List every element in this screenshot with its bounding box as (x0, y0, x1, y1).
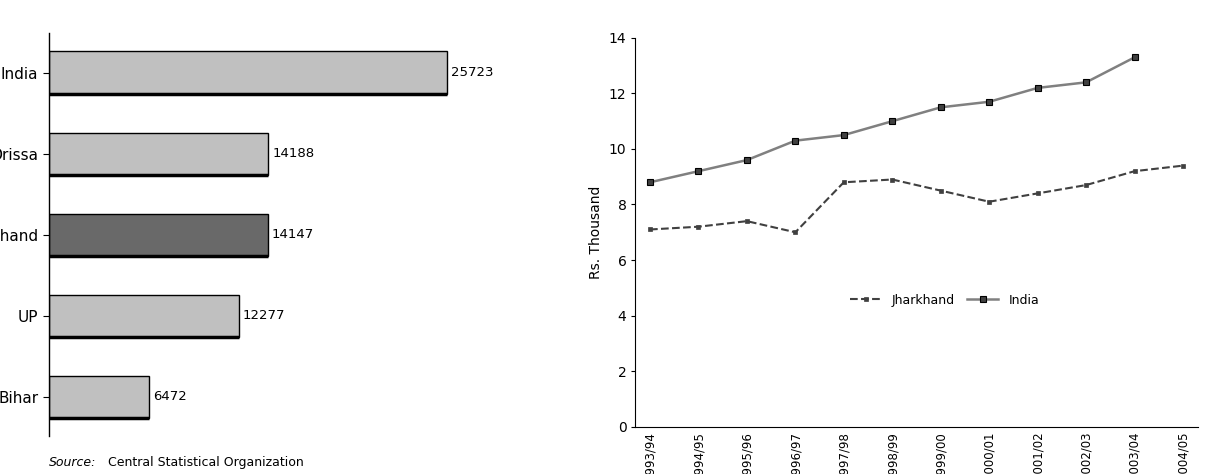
Text: 14147: 14147 (271, 228, 314, 241)
India (981, 99, 996, 105)
India (692, 168, 706, 174)
Jharkhand (981, 199, 996, 205)
Text: 25723: 25723 (451, 66, 494, 79)
Jharkhand (739, 219, 754, 224)
Y-axis label: Rs. Thousand: Rs. Thousand (589, 186, 604, 279)
Bar (49, 295, 240, 337)
Jharkhand (788, 229, 803, 235)
Text: 12277: 12277 (243, 309, 285, 322)
Jharkhand (837, 180, 852, 185)
Text: Source:: Source: (49, 456, 97, 469)
Jharkhand (1176, 163, 1190, 168)
India (643, 180, 657, 185)
Text: 6472: 6472 (153, 390, 187, 403)
Jharkhand (692, 224, 706, 229)
Bar (49, 375, 149, 418)
India (934, 104, 948, 110)
India (1030, 85, 1045, 91)
Text: 14188: 14188 (273, 147, 314, 160)
Line: India: India (646, 54, 1138, 186)
Jharkhand (1030, 191, 1045, 196)
India (1079, 80, 1094, 85)
India (1127, 55, 1141, 60)
India (788, 138, 803, 144)
Line: Jharkhand: Jharkhand (648, 163, 1185, 235)
Text: Central Statistical Organization: Central Statistical Organization (104, 456, 303, 469)
India (885, 118, 899, 124)
Jharkhand (1127, 168, 1141, 174)
Bar (49, 214, 268, 255)
India (739, 157, 754, 163)
Bar (49, 52, 447, 94)
Jharkhand (885, 177, 899, 182)
Jharkhand (643, 227, 657, 232)
Jharkhand (934, 188, 948, 193)
Legend: Jharkhand, India: Jharkhand, India (846, 289, 1044, 311)
Bar (49, 133, 269, 174)
Jharkhand (1079, 182, 1094, 188)
India (837, 132, 852, 138)
